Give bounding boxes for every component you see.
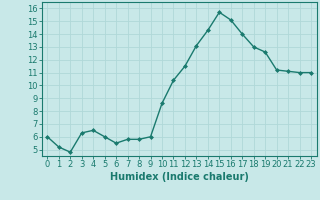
X-axis label: Humidex (Indice chaleur): Humidex (Indice chaleur) xyxy=(110,172,249,182)
